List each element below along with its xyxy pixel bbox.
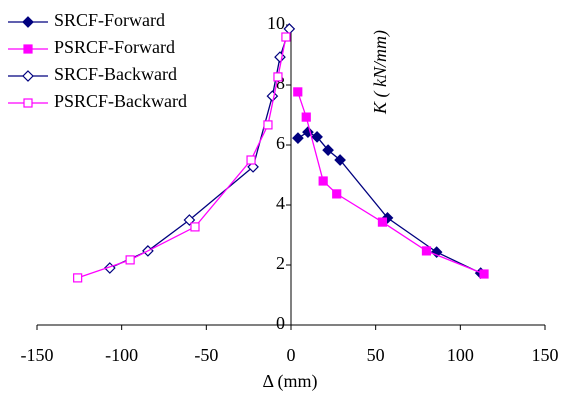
point <box>377 217 388 227</box>
x-tick-label: 100 <box>447 345 474 365</box>
legend-marker <box>22 16 34 28</box>
point <box>292 132 304 144</box>
point <box>263 120 273 130</box>
point <box>273 72 283 82</box>
x-axis-label: Δ (mm) <box>262 371 317 392</box>
point <box>421 246 432 256</box>
point <box>281 32 291 42</box>
legend-marker <box>22 70 34 82</box>
legend-label: SRCF-Backward <box>54 64 177 84</box>
series-line <box>297 131 481 274</box>
legend-marker <box>23 44 33 54</box>
point <box>125 255 135 265</box>
point <box>322 144 334 156</box>
legend-label: PSRCF-Forward <box>54 37 175 57</box>
point <box>479 269 489 279</box>
point <box>311 131 323 143</box>
point <box>301 112 311 122</box>
legend-marker <box>23 98 33 108</box>
x-tick-label: 0 <box>287 345 296 365</box>
y-tick-label: 2 <box>276 253 285 273</box>
y-axis-label: K ( kN/mm) <box>370 30 391 115</box>
legend-label: SRCF-Forward <box>54 10 165 30</box>
x-tick-label: -50 <box>194 345 218 365</box>
point <box>73 273 83 283</box>
y-tick-label: 4 <box>276 193 285 213</box>
y-tick-label: 10 <box>267 13 285 33</box>
point <box>190 222 200 232</box>
point <box>274 51 286 63</box>
x-tick-label: 50 <box>367 345 385 365</box>
x-tick-label: -150 <box>21 345 54 365</box>
legend-label: PSRCF-Backward <box>54 91 187 111</box>
y-tick-label: 0 <box>276 313 285 333</box>
y-tick-label: 6 <box>276 133 285 153</box>
y-tick-label: 8 <box>276 73 285 93</box>
point <box>334 154 346 166</box>
point <box>293 87 303 97</box>
point <box>246 155 256 165</box>
x-tick-label: 150 <box>532 345 559 365</box>
point <box>332 189 342 199</box>
x-tick-label: -100 <box>105 345 138 365</box>
point <box>318 176 328 186</box>
